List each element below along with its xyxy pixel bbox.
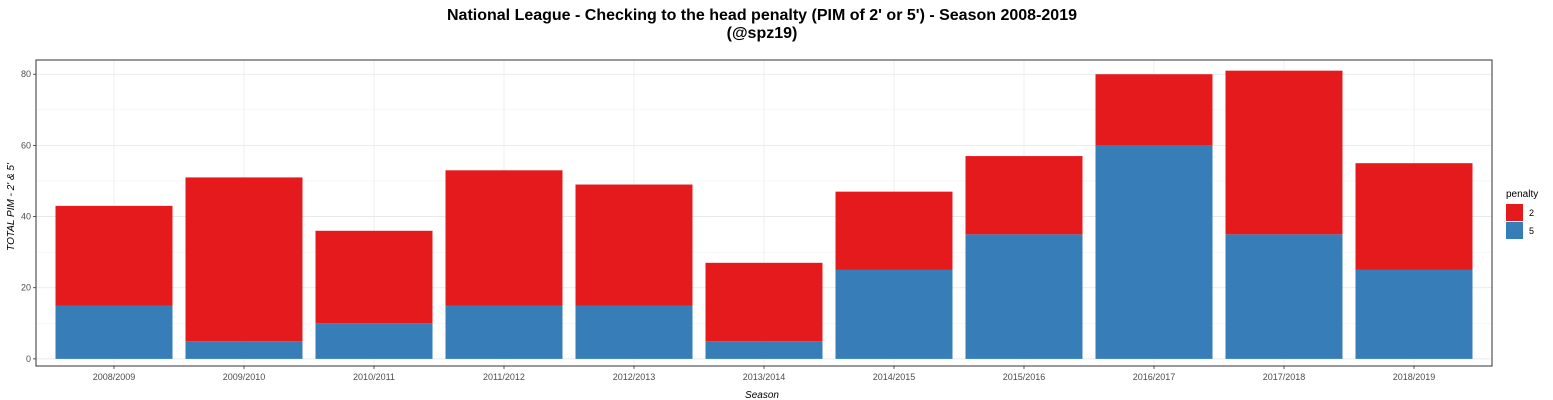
- bar-segment-penalty-5: [705, 341, 823, 359]
- y-tick-label: 60: [21, 140, 31, 150]
- bar-segment-penalty-2: [55, 205, 173, 306]
- bar-segment-penalty-5: [445, 305, 563, 359]
- x-tick-label: 2010/2011: [353, 372, 395, 382]
- bar-segment-penalty-5: [1225, 234, 1343, 359]
- legend-label-penalty-5: 5: [1529, 226, 1534, 236]
- y-tick-label: 40: [21, 212, 31, 222]
- x-tick-label: 2012/2013: [613, 372, 656, 382]
- bar-segment-penalty-5: [575, 305, 693, 359]
- bar-segment-penalty-2: [1225, 70, 1343, 235]
- bar-segment-penalty-5: [315, 323, 433, 359]
- x-tick-label: 2014/2015: [873, 372, 916, 382]
- bar-segment-penalty-2: [1355, 163, 1473, 270]
- y-tick-label: 0: [26, 354, 31, 364]
- bar-segment-penalty-2: [705, 262, 823, 342]
- bar-segment-penalty-5: [835, 269, 953, 359]
- x-axis-title: Season: [745, 390, 779, 400]
- bar-segment-penalty-2: [445, 170, 563, 306]
- y-tick-label: 80: [21, 69, 31, 79]
- bar-segment-penalty-5: [185, 341, 303, 359]
- bar-segment-penalty-5: [55, 305, 173, 359]
- bar-segment-penalty-5: [965, 234, 1083, 359]
- x-tick-label: 2017/2018: [1263, 372, 1306, 382]
- legend-label-penalty-2: 2: [1529, 208, 1534, 218]
- bar-segment-penalty-2: [185, 177, 303, 342]
- bar-segment-penalty-2: [315, 230, 433, 324]
- legend-title: penalty: [1506, 189, 1538, 200]
- y-tick-label: 20: [21, 283, 31, 293]
- bar-segment-penalty-5: [1355, 269, 1473, 359]
- bar-segment-penalty-2: [965, 156, 1083, 235]
- x-tick-label: 2018/2019: [1393, 372, 1436, 382]
- x-tick-label: 2015/2016: [1003, 372, 1046, 382]
- bars: [55, 70, 1473, 359]
- x-tick-label: 2011/2012: [483, 372, 525, 382]
- bar-segment-penalty-2: [835, 191, 953, 270]
- x-tick-label: 2016/2017: [1133, 372, 1176, 382]
- x-tick-label: 2013/2014: [743, 372, 786, 382]
- chart-subtitle: (@spz19): [727, 25, 798, 42]
- bar-segment-penalty-2: [1095, 74, 1213, 146]
- x-tick-label: 2008/2009: [93, 372, 136, 382]
- x-tick-label: 2009/2010: [223, 372, 266, 382]
- chart-title: National League - Checking to the head p…: [447, 7, 1077, 24]
- legend-key-penalty-5: [1506, 222, 1523, 239]
- bar-segment-penalty-2: [575, 184, 693, 306]
- legend-key-penalty-2: [1506, 204, 1523, 221]
- bar-segment-penalty-5: [1095, 145, 1213, 359]
- legend: penalty 2 5: [1506, 189, 1538, 239]
- axes: 0 20 40 60 80 2008/2009 2009/2010 2010/2011 2011…: [21, 69, 1435, 382]
- y-axis-title: TOTAL PIM - 2' & 5': [6, 162, 17, 251]
